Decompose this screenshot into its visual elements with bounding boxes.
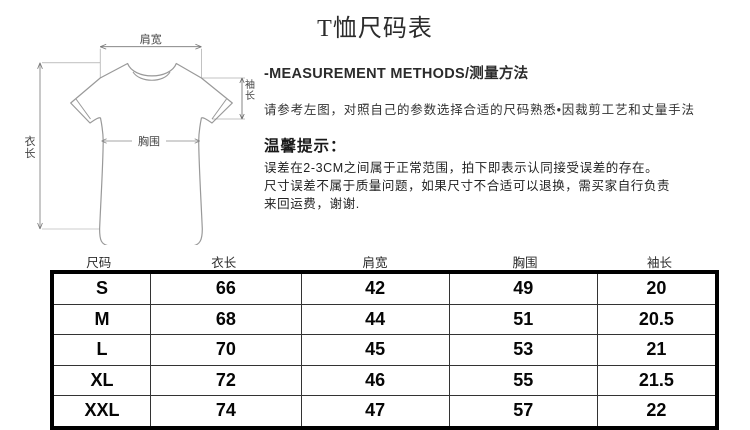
svg-text:肩宽: 肩宽 (140, 32, 162, 46)
svg-text:衣长: 衣长 (25, 134, 36, 160)
svg-text:胸围: 胸围 (138, 134, 160, 148)
svg-text:袖长: 袖长 (245, 78, 255, 102)
